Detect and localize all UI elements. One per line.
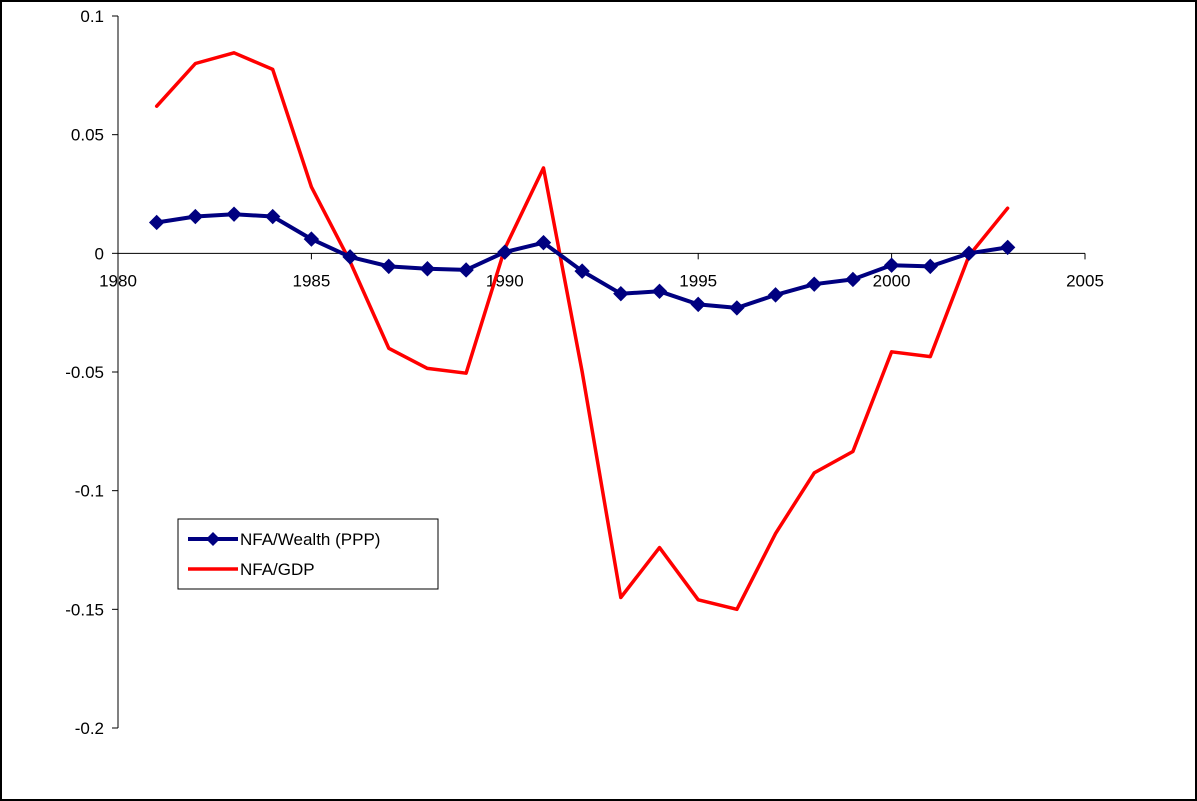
data-point-nfa-wealth-ppp bbox=[303, 231, 320, 247]
series-line-nfa-gdp bbox=[154, 51, 1010, 612]
x-tick-label: 1995 bbox=[679, 271, 717, 290]
data-point-nfa-wealth-ppp bbox=[148, 214, 165, 231]
data-point-nfa-wealth-ppp bbox=[342, 249, 358, 265]
data-point-nfa-wealth-ppp bbox=[226, 206, 242, 222]
y-tick-label: 0 bbox=[95, 244, 104, 263]
data-point-nfa-wealth-ppp bbox=[999, 239, 1016, 256]
x-tick-label: 2005 bbox=[1066, 271, 1104, 290]
data-point-nfa-wealth-ppp bbox=[806, 276, 822, 292]
y-tick-label: -0.1 bbox=[75, 482, 104, 501]
series-layer bbox=[148, 51, 1016, 612]
data-point-nfa-wealth-ppp bbox=[187, 208, 204, 225]
data-point-nfa-wealth-ppp bbox=[613, 285, 629, 302]
legend-marker-nfa-wealth-ppp bbox=[206, 532, 220, 546]
x-tick-label: 2000 bbox=[873, 271, 911, 290]
data-point-nfa-wealth-ppp bbox=[651, 283, 668, 300]
data-point-nfa-wealth-ppp bbox=[845, 271, 861, 288]
data-point-nfa-wealth-ppp bbox=[922, 258, 938, 275]
data-point-nfa-wealth-ppp bbox=[883, 257, 900, 273]
data-point-nfa-wealth-ppp bbox=[458, 262, 474, 278]
data-point-nfa-wealth-ppp bbox=[574, 263, 590, 279]
legend-label-nfa-gdp: NFA/GDP bbox=[240, 560, 315, 579]
data-point-nfa-wealth-ppp bbox=[381, 258, 397, 275]
data-point-nfa-wealth-ppp bbox=[961, 245, 977, 262]
data-point-nfa-wealth-ppp bbox=[535, 234, 552, 251]
data-point-nfa-wealth-ppp bbox=[690, 296, 706, 313]
legend-box bbox=[177, 518, 439, 590]
data-point-nfa-wealth-ppp bbox=[729, 300, 745, 316]
data-point-nfa-wealth-ppp bbox=[419, 261, 436, 277]
legend: NFA/Wealth (PPP) NFA/GDP bbox=[177, 518, 439, 590]
x-tick-label: 1985 bbox=[292, 271, 330, 290]
y-tick-label: 0.1 bbox=[80, 7, 104, 26]
data-point-nfa-wealth-ppp bbox=[265, 208, 281, 225]
x-tick-label: 1980 bbox=[99, 271, 137, 290]
y-tick-label: -0.2 bbox=[75, 719, 104, 738]
legend-label-nfa-wealth-ppp: NFA/Wealth (PPP) bbox=[240, 530, 380, 549]
y-tick-label: 0.05 bbox=[71, 126, 104, 145]
data-point-nfa-wealth-ppp bbox=[767, 287, 784, 303]
y-tick-label: -0.05 bbox=[65, 363, 104, 382]
data-point-nfa-wealth-ppp bbox=[497, 244, 513, 260]
y-tick-label: -0.15 bbox=[65, 600, 104, 619]
